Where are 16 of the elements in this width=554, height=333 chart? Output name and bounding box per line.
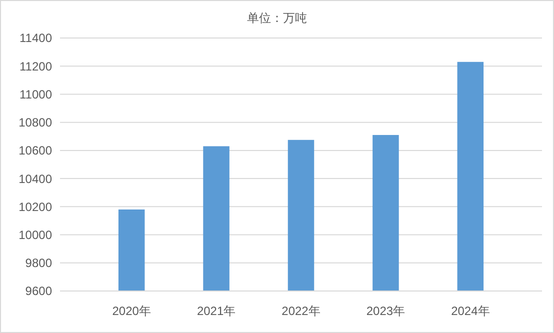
y-tick-label: 11200 xyxy=(20,59,52,74)
x-tick-label: 2021年 xyxy=(196,304,236,318)
y-tick-label: 10600 xyxy=(18,144,52,158)
y-tick-label: 9800 xyxy=(25,256,52,270)
y-tick-label: 11000 xyxy=(20,87,52,102)
x-tick-label: 2024年 xyxy=(451,304,490,318)
x-tick-label: 2023年 xyxy=(366,304,406,318)
y-tick-label: 10200 xyxy=(18,200,52,214)
x-tick-label: 2022年 xyxy=(282,304,320,318)
chart-title: 单位：万吨 xyxy=(247,11,307,25)
y-tick-label: 10000 xyxy=(18,228,52,242)
y-tick-label: 10800 xyxy=(18,116,52,130)
y-tick-label: 9600 xyxy=(25,284,52,298)
y-tick-label: 10400 xyxy=(18,172,52,186)
y-tick-label: 11400 xyxy=(20,31,52,46)
x-tick-label: 2020年 xyxy=(112,304,151,318)
